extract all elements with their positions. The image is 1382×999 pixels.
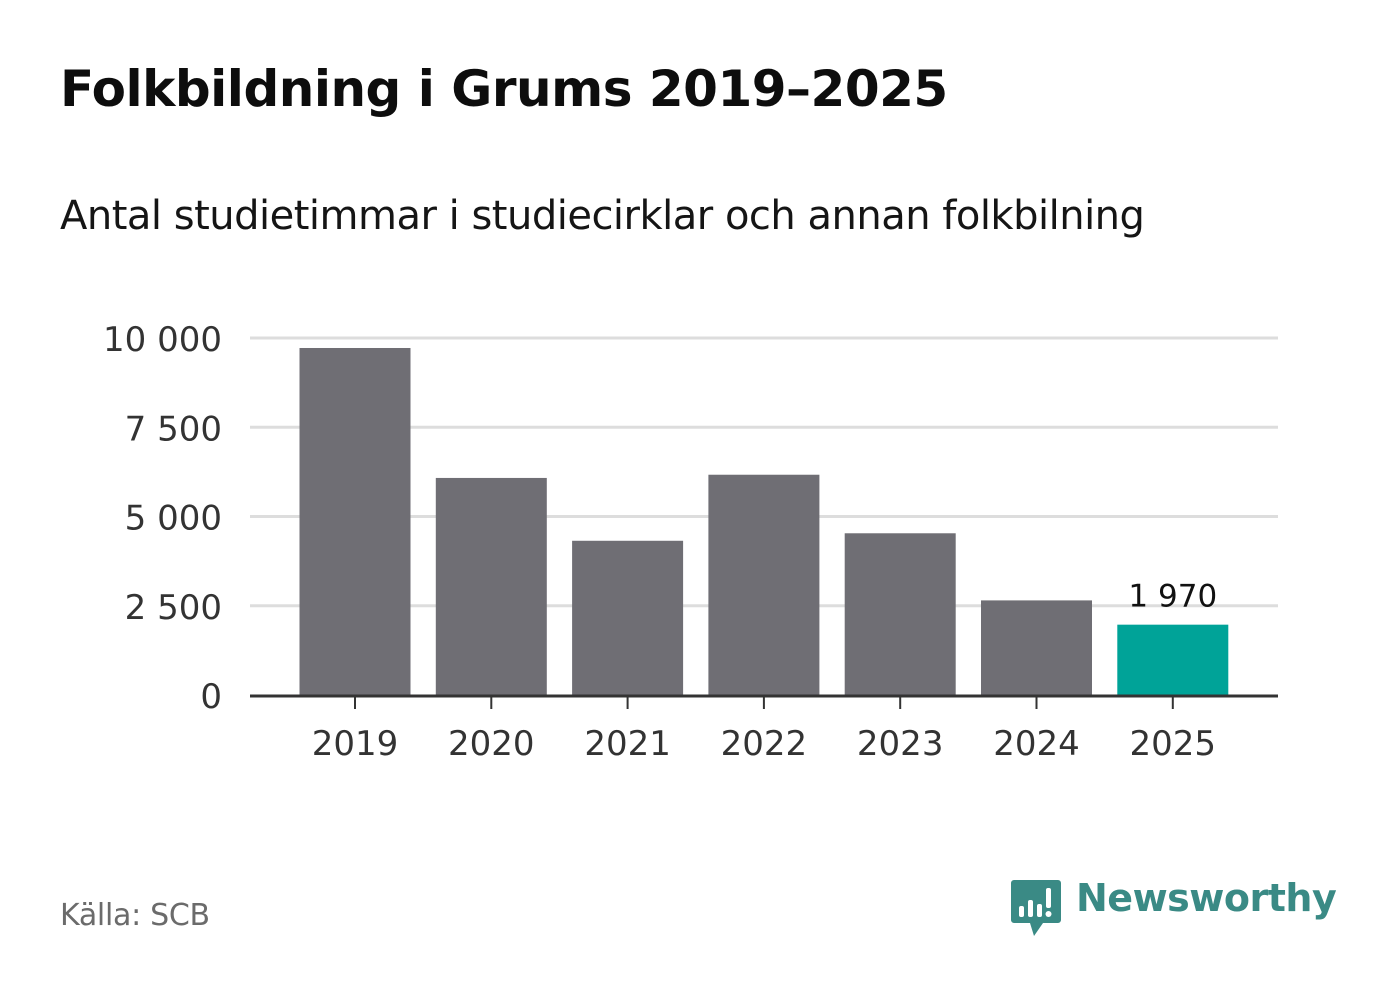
bar-2024 xyxy=(981,600,1092,695)
data-labels: 1 970 xyxy=(1128,579,1217,615)
x-tick-label: 2022 xyxy=(721,724,808,764)
x-axis xyxy=(250,694,1278,709)
y-tick-label: 0 xyxy=(200,677,222,717)
bar-2023 xyxy=(844,533,956,695)
bar-2025 xyxy=(1117,624,1229,695)
x-tick-label: 2019 xyxy=(312,724,399,764)
bar-2019 xyxy=(299,347,411,695)
x-tick-label: 2021 xyxy=(584,724,671,764)
y-axis-tick-labels: 0 2 500 5 000 7 500 10 000 xyxy=(103,320,222,717)
y-tick-label: 10 000 xyxy=(103,320,222,360)
bars xyxy=(299,347,1229,695)
bar-2022 xyxy=(708,474,820,695)
newsworthy-logo-icon xyxy=(1011,880,1061,936)
x-tick-label: 2023 xyxy=(857,724,944,764)
bar-2020 xyxy=(435,477,547,695)
x-tick-label: 2020 xyxy=(448,724,535,764)
y-tick-label: 2 500 xyxy=(125,588,222,628)
source-note: Källa: SCB xyxy=(60,898,210,933)
chart-subtitle: Antal studietimmar i studiecirklar och a… xyxy=(60,193,1145,239)
x-axis-tick-labels: 2019 2020 2021 2022 2023 2024 2025 xyxy=(312,724,1216,764)
data-label: 1 970 xyxy=(1128,579,1217,615)
brand-name: Newsworthy xyxy=(1076,876,1337,920)
y-tick-label: 7 500 xyxy=(125,409,222,449)
brand-logo: Newsworthy xyxy=(1010,876,1337,944)
chart-title: Folkbildning i Grums 2019–2025 xyxy=(60,60,948,118)
x-tick-label: 2024 xyxy=(993,724,1080,764)
bar-2021 xyxy=(572,540,684,695)
x-tick-label: 2025 xyxy=(1130,724,1217,764)
y-tick-label: 5 000 xyxy=(125,499,222,539)
